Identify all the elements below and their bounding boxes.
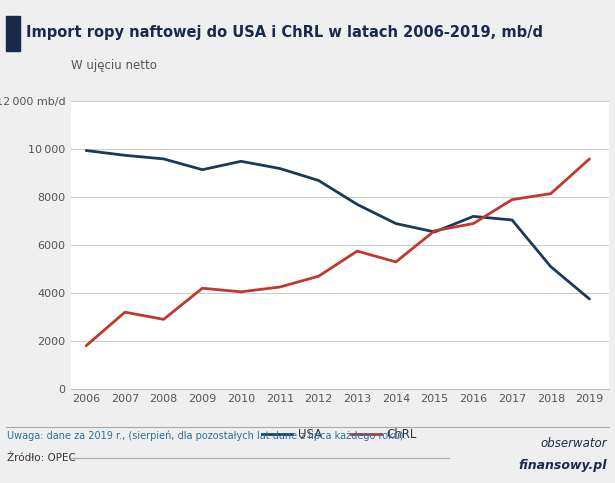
Text: Import ropy naftowej do USA i ChRL w latach 2006-2019, mb/d: Import ropy naftowej do USA i ChRL w lat… [26, 25, 543, 40]
Text: Uwaga: dane za 2019 r., (sierpień, dla pozostałych lat dane z lipca każdego roku: Uwaga: dane za 2019 r., (sierpień, dla p… [7, 431, 407, 441]
Text: finansowy.pl: finansowy.pl [518, 459, 607, 472]
Text: obserwator: obserwator [541, 437, 607, 450]
Legend: USA, ChRL: USA, ChRL [258, 424, 422, 446]
Text: Źródło: OPEC: Źródło: OPEC [7, 453, 76, 463]
Text: W ujęciu netto: W ujęciu netto [71, 59, 157, 72]
